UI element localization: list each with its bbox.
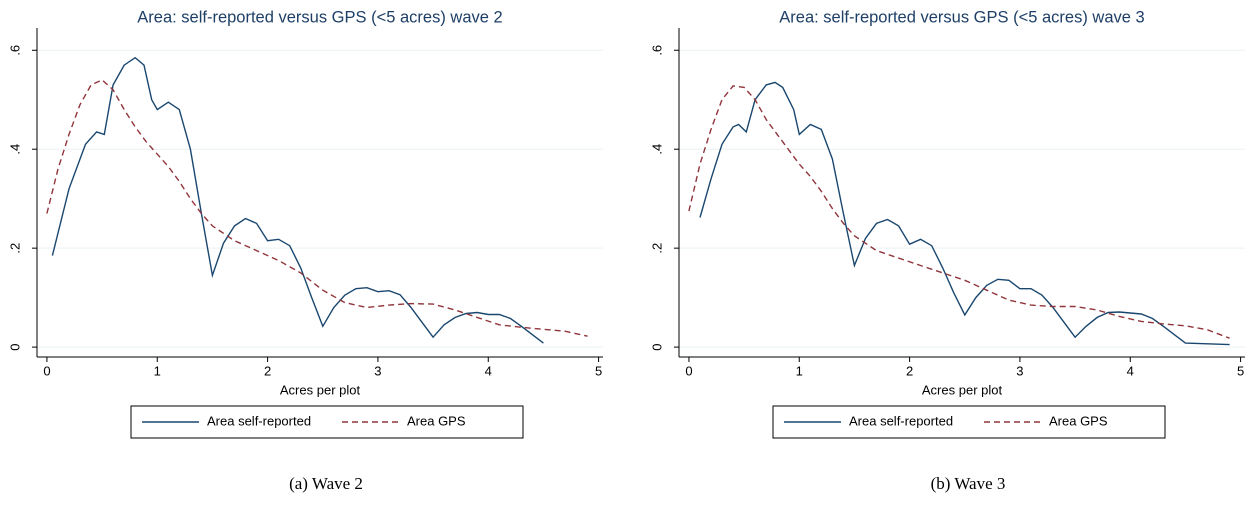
x-tick-label: 0 <box>685 363 692 378</box>
x-tick-label: 4 <box>1127 363 1134 378</box>
chart-panel: Area: self-reported versus GPS (<5 acres… <box>7 8 603 493</box>
x-tick-label: 0 <box>43 363 50 378</box>
y-tick-label: .4 <box>649 144 664 155</box>
x-axis-label: Acres per plot <box>280 382 361 397</box>
legend-label: Area self-reported <box>849 413 953 428</box>
chart-panel: Area: self-reported versus GPS (<5 acres… <box>649 8 1245 493</box>
y-tick-label: .2 <box>649 243 664 254</box>
data-line <box>51 56 544 344</box>
y-tick-label: .6 <box>7 45 22 56</box>
x-tick-label: 5 <box>1237 363 1244 378</box>
data-line <box>699 81 1230 346</box>
y-tick-label: 0 <box>7 343 22 350</box>
data-line <box>688 85 1230 339</box>
data-line <box>46 79 588 337</box>
x-tick-label: 5 <box>595 363 602 378</box>
x-tick-label: 1 <box>154 363 161 378</box>
legend-label: Area GPS <box>407 413 466 428</box>
x-axis-label: Acres per plot <box>922 382 1003 397</box>
caption: (b) Wave 3 <box>931 474 1006 493</box>
legend-label: Area GPS <box>1049 413 1108 428</box>
x-tick-label: 1 <box>796 363 803 378</box>
x-tick-label: 4 <box>485 363 492 378</box>
x-tick-label: 3 <box>1016 363 1023 378</box>
y-tick-label: .4 <box>7 144 22 155</box>
chart-title: Area: self-reported versus GPS (<5 acres… <box>779 8 1144 26</box>
chart-title: Area: self-reported versus GPS (<5 acres… <box>137 8 502 26</box>
x-tick-label: 3 <box>374 363 381 378</box>
caption: (a) Wave 2 <box>289 474 363 493</box>
x-tick-label: 2 <box>906 363 913 378</box>
y-tick-label: .6 <box>649 45 664 56</box>
y-tick-label: 0 <box>649 343 664 350</box>
x-tick-label: 2 <box>264 363 271 378</box>
y-tick-label: .2 <box>7 243 22 254</box>
legend-label: Area self-reported <box>207 413 311 428</box>
